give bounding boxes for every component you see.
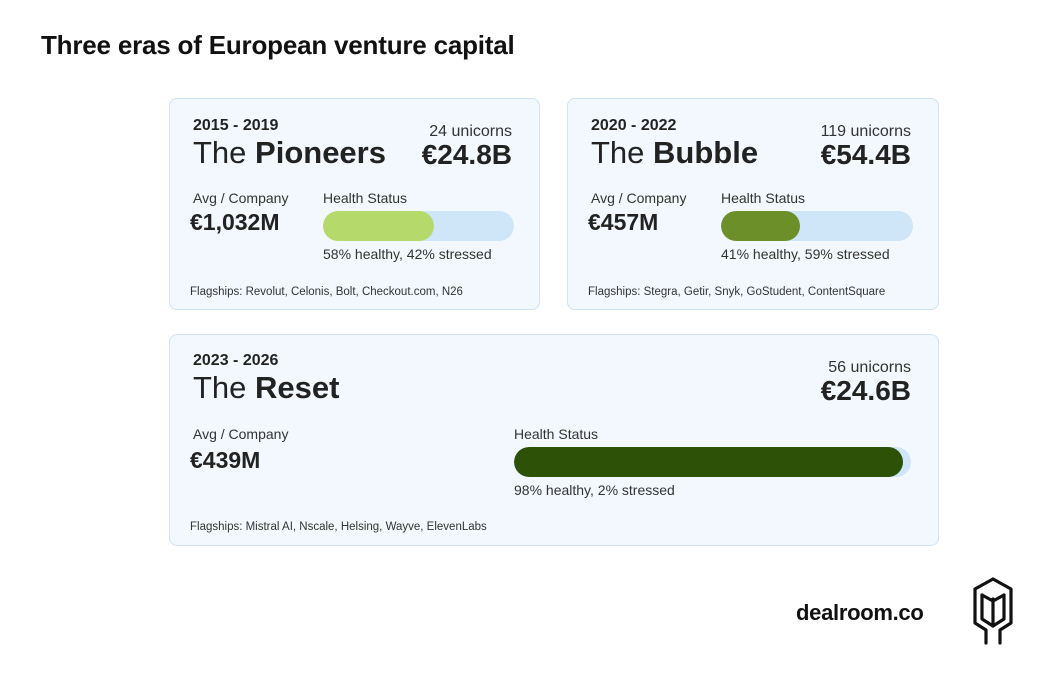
avg-company-label: Avg / Company xyxy=(193,426,289,442)
total-funding: €24.6B xyxy=(820,375,911,406)
avg-company-value: €439M xyxy=(190,447,261,473)
health-breakdown: 98% healthy, 2% stressed xyxy=(514,482,675,498)
era-name: The Bubble xyxy=(591,135,758,171)
health-bar-fill xyxy=(721,211,800,241)
era-name: The Pioneers xyxy=(193,135,386,171)
avg-company-label: Avg / Company xyxy=(193,190,289,206)
health-bar-track xyxy=(323,211,514,241)
era-card-reset: 2023 - 2026 The Reset 56 unicorns €24.6B… xyxy=(169,334,939,546)
health-bar-fill xyxy=(514,447,904,477)
era-name-prefix: The xyxy=(193,135,256,170)
era-years: 2020 - 2022 xyxy=(591,117,677,134)
flagships-list: Flagships: Revolut, Celonis, Bolt, Check… xyxy=(190,286,463,298)
unicorn-count: 24 unicorns xyxy=(429,123,512,140)
era-card-pioneers: 2015 - 2019 The Pioneers 24 unicorns €24… xyxy=(169,98,540,310)
era-name-bold: Reset xyxy=(255,370,340,405)
era-years: 2023 - 2026 xyxy=(193,352,279,369)
era-years: 2015 - 2019 xyxy=(193,117,279,134)
era-card-bubble: 2020 - 2022 The Bubble 119 unicorns €54.… xyxy=(567,98,939,310)
flagships-list: Flagships: Mistral AI, Nscale, Helsing, … xyxy=(190,521,487,533)
era-name-bold: Bubble xyxy=(653,135,759,170)
era-name-prefix: The xyxy=(193,370,256,405)
era-name-bold: Pioneers xyxy=(255,135,386,170)
health-bar-fill xyxy=(323,211,434,241)
health-status-label: Health Status xyxy=(323,190,408,206)
unicorn-count: 56 unicorns xyxy=(828,359,911,376)
health-status-label: Health Status xyxy=(721,190,806,206)
total-funding: €24.8B xyxy=(421,139,512,170)
health-breakdown: 58% healthy, 42% stressed xyxy=(323,246,492,262)
page-title: Three eras of European venture capital xyxy=(41,30,515,60)
unicorn-count: 119 unicorns xyxy=(820,123,911,140)
era-name: The Reset xyxy=(193,370,339,406)
avg-company-value: €457M xyxy=(588,209,659,235)
avg-company-label: Avg / Company xyxy=(591,190,687,206)
flagships-list: Flagships: Stegra, Getir, Snyk, GoStuden… xyxy=(588,286,886,298)
health-bar-track xyxy=(514,447,911,477)
dealroom-logo-icon xyxy=(973,577,1013,645)
health-status-label: Health Status xyxy=(514,426,599,442)
era-name-prefix: The xyxy=(591,135,654,170)
brand-wordmark: dealroom.co xyxy=(796,600,924,625)
total-funding: €54.4B xyxy=(820,139,911,170)
avg-company-value: €1,032M xyxy=(190,209,280,235)
health-breakdown: 41% healthy, 59% stressed xyxy=(721,246,890,262)
health-bar-track xyxy=(721,211,913,241)
